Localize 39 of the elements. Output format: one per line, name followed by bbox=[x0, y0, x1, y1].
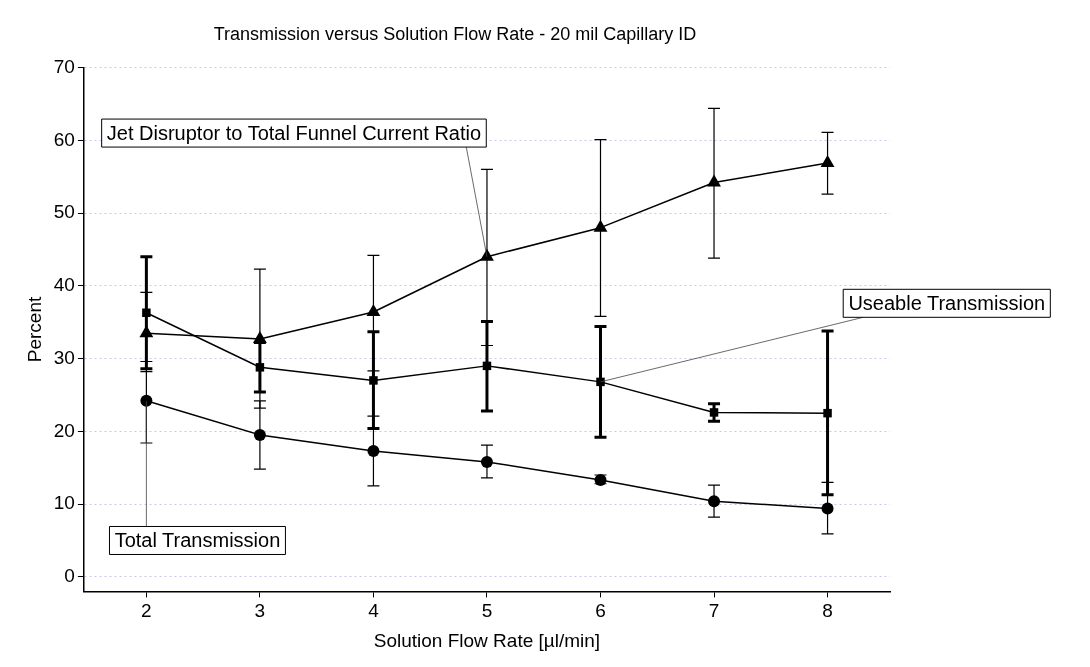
y-tick-label: 40 bbox=[53, 274, 75, 296]
x-tick-label: 7 bbox=[708, 600, 720, 622]
x-tick-label: 5 bbox=[481, 600, 493, 622]
point bbox=[820, 154, 835, 167]
point bbox=[369, 376, 378, 385]
point bbox=[255, 363, 265, 372]
point bbox=[139, 325, 154, 338]
y-tick-label: 60 bbox=[53, 128, 75, 150]
x-tick-label: 8 bbox=[822, 600, 833, 622]
y-tick-label: 0 bbox=[64, 565, 75, 587]
x-axis-title: Solution Flow Rate [µl/min] bbox=[373, 629, 601, 651]
y-axis-title: Percent bbox=[23, 296, 45, 363]
point bbox=[596, 377, 605, 387]
point bbox=[821, 502, 834, 515]
point bbox=[707, 174, 721, 187]
y-tick-label: 30 bbox=[53, 346, 75, 368]
x-tick-label: 6 bbox=[595, 600, 606, 622]
point bbox=[140, 394, 153, 407]
y-tick-label: 10 bbox=[53, 492, 75, 514]
y-tick-label: 20 bbox=[53, 419, 75, 441]
point bbox=[366, 304, 381, 317]
y-tick-label: 50 bbox=[53, 201, 75, 223]
x-tick-label: 4 bbox=[368, 600, 380, 622]
x-tick-label: 3 bbox=[254, 600, 266, 622]
x-tick-label: 2 bbox=[141, 600, 152, 622]
annotation: Useable Transmission bbox=[848, 291, 1046, 314]
chart-title: Transmission versus Solution Flow Rate - 20 mil Capillary ID bbox=[213, 23, 697, 44]
annotation: Total Transmission bbox=[114, 528, 281, 551]
point bbox=[480, 455, 493, 468]
point bbox=[593, 219, 608, 232]
point bbox=[142, 308, 151, 318]
point bbox=[252, 330, 267, 343]
point bbox=[708, 495, 721, 508]
point bbox=[823, 408, 832, 418]
point bbox=[480, 248, 494, 261]
point bbox=[367, 444, 380, 457]
annotation: Jet Disruptor to Total Funnel Current Ratio bbox=[106, 121, 482, 144]
y-tick-label: 70 bbox=[53, 55, 75, 77]
point bbox=[253, 428, 266, 441]
